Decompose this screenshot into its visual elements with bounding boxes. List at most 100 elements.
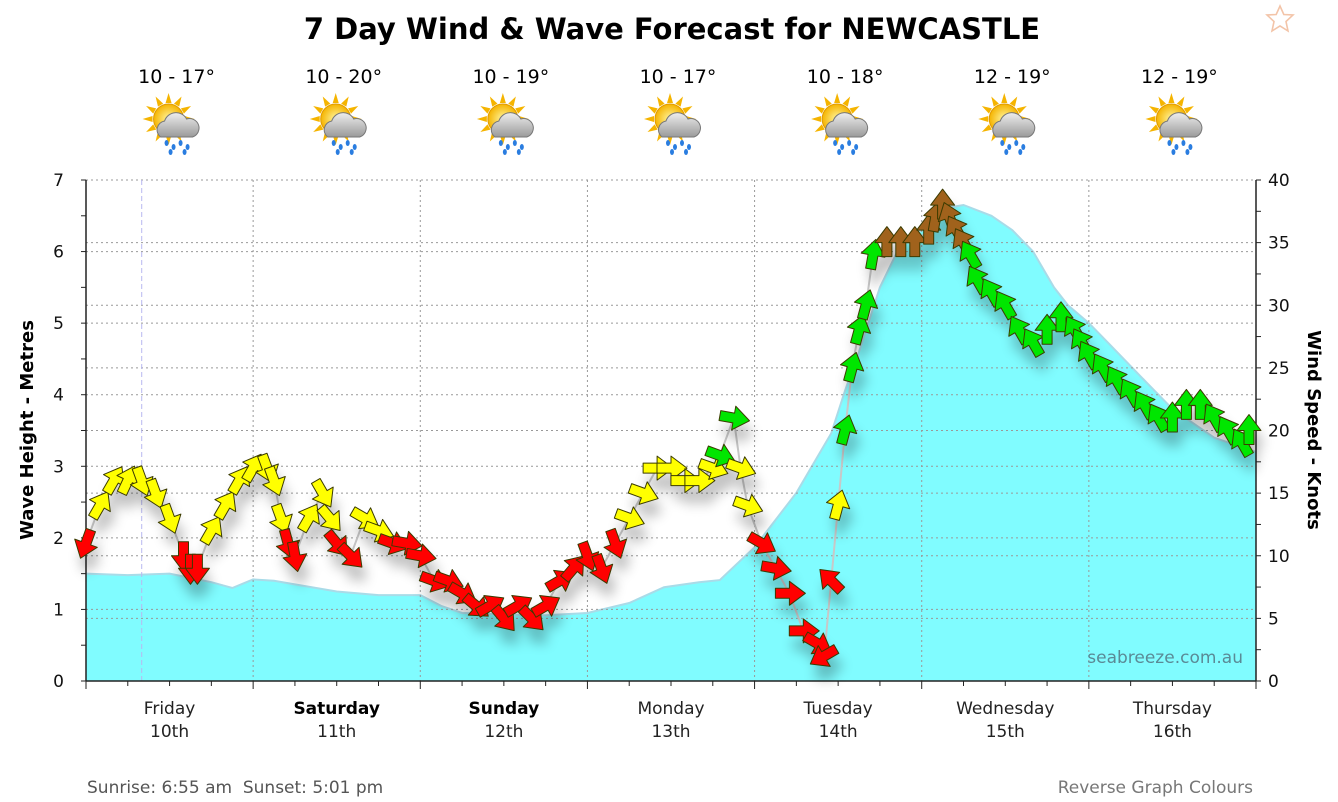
wind-arrow — [282, 540, 308, 573]
chart-title: 7 Day Wind & Wave Forecast for NEWCASTLE — [304, 12, 1040, 46]
wave-height-line — [85, 203, 1257, 617]
wind-arrow — [718, 405, 750, 431]
wind-arrow — [613, 506, 645, 530]
wind-arrow — [809, 644, 840, 667]
day-monday: 10 - 17° Monday 13th — [637, 66, 716, 742]
wind-arrow — [297, 503, 320, 534]
wind-arrow — [846, 314, 872, 346]
wind-arrow — [269, 502, 293, 534]
day-date-label: 10th — [150, 722, 189, 742]
y2-tick-label: 30 — [1268, 296, 1290, 316]
day-thursday: 12 - 19° Thursday 16th — [1132, 66, 1218, 742]
day-wednesday: 12 - 19° Wednesday 15th — [956, 66, 1054, 742]
y2-tick-label: 0 — [1268, 672, 1279, 692]
wind-arrow — [760, 555, 792, 581]
temperature-range: 10 - 20° — [305, 66, 382, 88]
wind-arrow — [840, 351, 865, 384]
wind-arrow — [732, 493, 764, 518]
wind-arrow — [902, 226, 928, 258]
temperature-range: 12 - 19° — [1141, 66, 1218, 88]
wind-arrow — [1022, 328, 1045, 358]
favorite-star-icon[interactable] — [1265, 4, 1295, 33]
wind-arrow — [994, 290, 1018, 321]
wind-arrow — [603, 527, 628, 559]
day-tuesday: 10 - 18° Tuesday 14th — [803, 66, 884, 742]
sun-cloud-rain-icon — [476, 93, 534, 155]
cloud-rain-icon — [644, 93, 701, 155]
sun-cloud-rain-icon — [1145, 93, 1203, 155]
wind-arrows — [74, 188, 1262, 667]
wind-arrow — [746, 531, 776, 555]
y2-tick-label: 40 — [1268, 171, 1290, 191]
wind-arrow — [336, 541, 363, 568]
day-name-label: Wednesday — [956, 699, 1054, 719]
day-date-label: 14th — [819, 722, 858, 742]
day-date-label: 13th — [651, 722, 690, 742]
day-name-label: Sunday — [469, 699, 540, 719]
sun-times: Sunrise: 6:55 am Sunset: 5:01 pm — [87, 778, 383, 798]
wind-arrow — [888, 226, 914, 258]
wind-arrow — [129, 465, 154, 497]
wind-arrow — [826, 489, 851, 521]
wind-arrow — [143, 477, 168, 509]
sun-cloud-rain-icon — [142, 93, 200, 155]
day-name-label: Saturday — [293, 699, 380, 719]
y-tick-label: 4 — [53, 386, 64, 406]
wind-arrow — [627, 481, 659, 505]
wind-arrow — [88, 491, 111, 521]
y-tick-label: 2 — [53, 529, 64, 549]
temperature-range: 12 - 19° — [974, 66, 1051, 88]
y-tick-label: 0 — [53, 672, 64, 692]
wind-arrow — [959, 240, 983, 271]
day-name-label: Friday — [144, 699, 196, 719]
wind-arrow — [157, 502, 182, 534]
wind-arrow — [1159, 401, 1185, 433]
wave-height-area — [86, 205, 1256, 681]
wind-arrow — [684, 468, 716, 494]
reverse-graph-colours-link[interactable]: Reverse Graph Colours — [1058, 778, 1253, 798]
y2-tick-label: 25 — [1268, 359, 1290, 379]
y-tick-label: 1 — [53, 600, 64, 620]
day-date-label: 11th — [317, 722, 356, 742]
watermark: seabreeze.com.au — [1087, 648, 1243, 668]
wind-arrow — [199, 516, 223, 546]
wind-arrow — [262, 465, 286, 497]
day-friday: 10 - 17° Friday 10th — [138, 66, 215, 742]
y-tick-label: 3 — [53, 457, 64, 477]
wind-arrow — [1034, 313, 1060, 345]
temperature-range: 10 - 19° — [472, 66, 549, 88]
y2-axis-title: Wind Speed - Knots — [1303, 330, 1324, 530]
wind-arrow — [405, 543, 437, 569]
y-axis-title: Wave Height - Metres — [17, 320, 38, 540]
day-name-label: Tuesday — [803, 699, 873, 719]
wind-arrow — [1173, 388, 1199, 420]
day-saturday: 10 - 20° Saturday 11th — [293, 66, 382, 742]
wind-arrow — [833, 414, 858, 446]
wind-arrow — [74, 527, 98, 559]
wind-arrow — [774, 580, 806, 606]
wind-arrow — [316, 503, 341, 531]
temperature-range: 10 - 17° — [640, 66, 717, 88]
y2-tick-label: 10 — [1268, 547, 1290, 567]
wind-arrow — [530, 595, 560, 618]
wind-arrow — [874, 226, 900, 258]
wind-arrow — [656, 455, 688, 481]
wind-arrow — [860, 238, 886, 271]
y-tick-label: 5 — [53, 314, 64, 334]
wind-arrow — [819, 568, 846, 595]
temperature-range: 10 - 17° — [138, 66, 215, 88]
sun-cloud-rain-icon — [811, 93, 869, 155]
y2-tick-label: 35 — [1268, 234, 1290, 254]
sun-cloud-rain-icon — [309, 93, 367, 155]
wind-arrow — [704, 443, 736, 468]
wind-arrow — [853, 289, 879, 321]
wind-arrow — [589, 552, 614, 584]
y-tick-label: 6 — [53, 243, 64, 263]
y2-tick-label: 20 — [1268, 422, 1290, 442]
wind-arrow — [560, 555, 585, 583]
y-tick-label: 7 — [53, 171, 64, 191]
wind-arrow — [213, 491, 237, 521]
wind-arrow — [725, 456, 757, 480]
